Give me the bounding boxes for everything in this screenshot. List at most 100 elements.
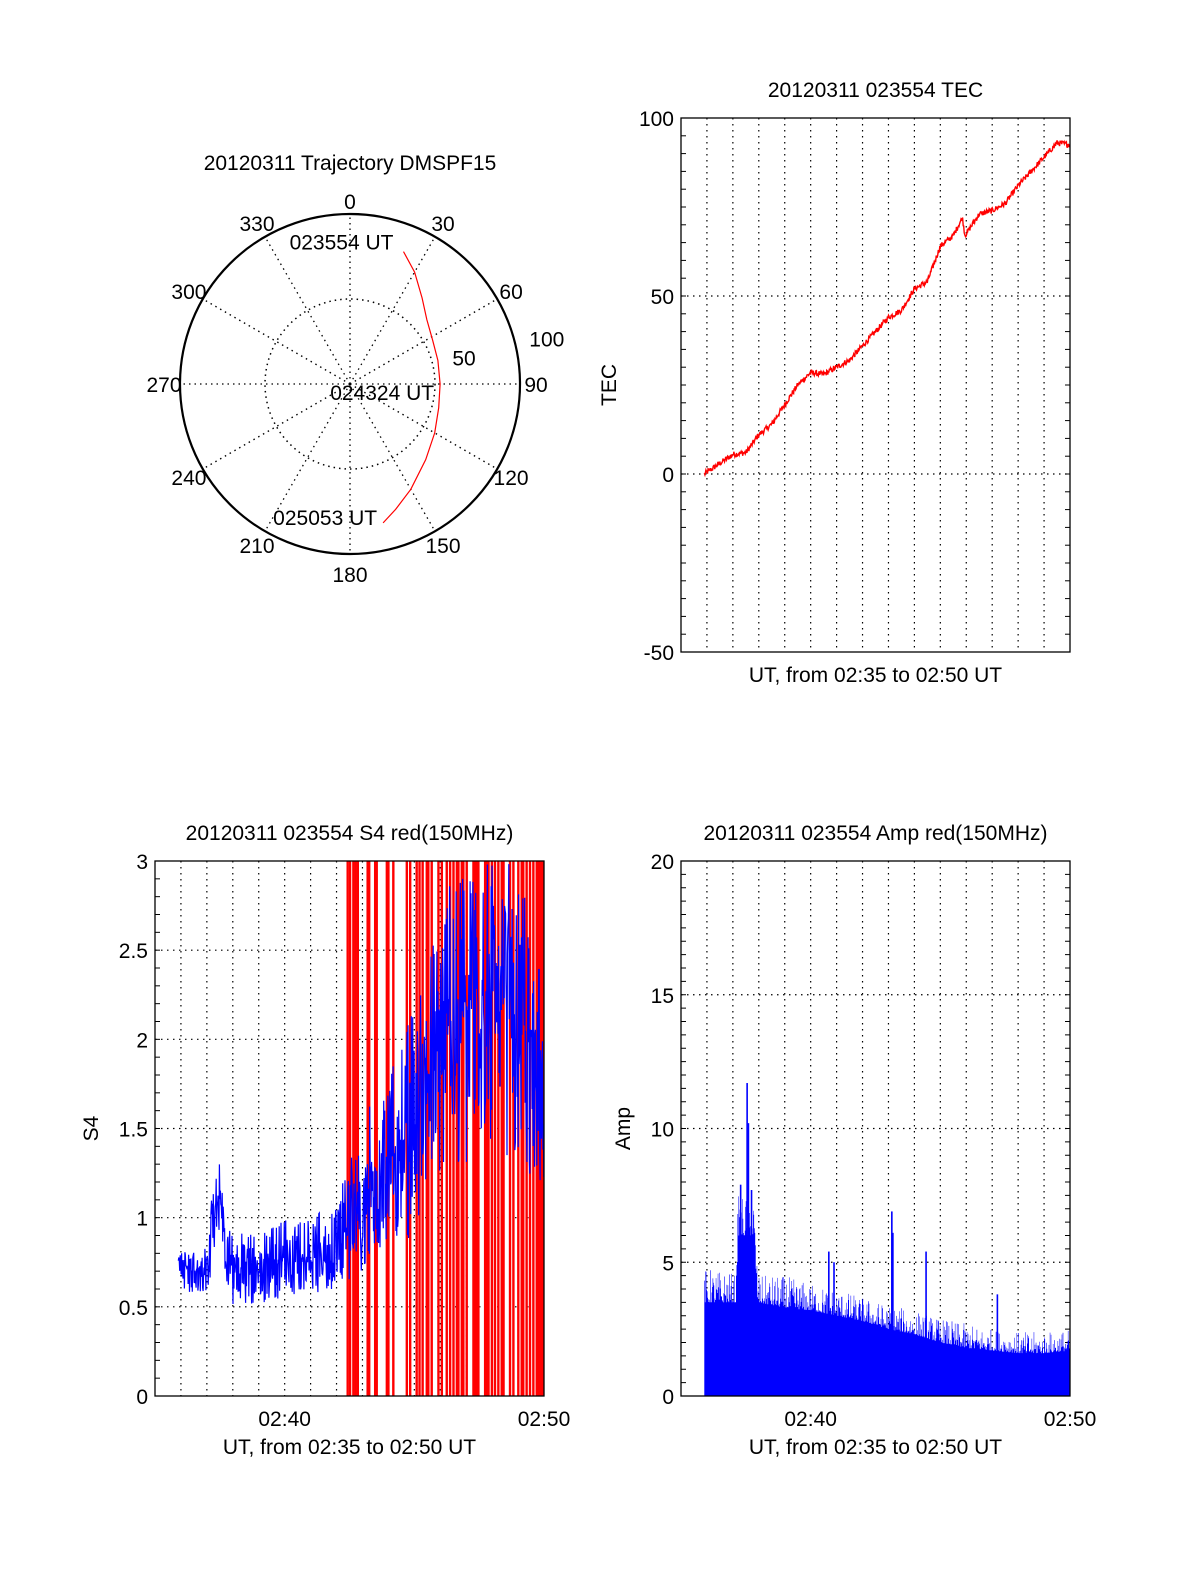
- plot-frame: [680, 860, 1071, 1397]
- s4-red-bar: [346, 861, 349, 1396]
- polar-angle-label: 150: [425, 535, 460, 558]
- s4-red-bar: [508, 861, 512, 1396]
- polar-radial-gridline: [349, 383, 436, 532]
- s4-red-bar: [437, 861, 440, 1396]
- polar-radial-gridline: [349, 383, 498, 470]
- s4-red-bar: [520, 861, 523, 1396]
- trajectory-line: [382, 251, 441, 524]
- x-axis-label: UT, from 02:35 to 02:50 UT: [749, 664, 1002, 687]
- y-axis-label: TEC: [598, 364, 621, 406]
- polar-angle-label: 270: [146, 374, 181, 397]
- y-tick-label: 2.5: [119, 940, 148, 963]
- polar-angle-label: 90: [524, 374, 547, 397]
- trajectory-time-label: 025053 UT: [273, 507, 377, 530]
- s4-red-bar: [490, 861, 494, 1396]
- y-tick-label: 1: [136, 1208, 148, 1231]
- s4-red-bar: [448, 861, 452, 1396]
- amp-bars: [704, 1196, 1070, 1396]
- amp-spike-bar: [747, 1123, 750, 1396]
- trajectory-time-label: 024324 UT: [330, 382, 434, 405]
- trajectory-time-label: 023554 UT: [290, 232, 394, 255]
- y-tick-label: 0: [662, 464, 674, 487]
- s4-red-bar: [485, 861, 488, 1396]
- chart-title: 20120311 023554 TEC: [768, 79, 983, 102]
- polar-angle-label: 30: [431, 213, 454, 236]
- s4-red-bar: [354, 861, 357, 1396]
- y-tick-label: 5: [662, 1252, 674, 1275]
- amp-spike-bar: [891, 1211, 893, 1396]
- chart-title: 20120311 023554 S4 red(150MHz): [186, 822, 514, 845]
- s4-red-bar: [452, 861, 455, 1396]
- s4-series-line: [177, 864, 544, 1305]
- s4-red-bar: [375, 861, 378, 1396]
- s4-red-bar: [425, 861, 428, 1396]
- plot-frame: [154, 860, 545, 1397]
- y-tick-label: 0: [136, 1386, 148, 1409]
- polar-radial-gridline: [349, 236, 436, 385]
- y-tick-label: 3: [136, 851, 148, 874]
- s4-red-bar: [522, 861, 525, 1396]
- polar-angle-label: 60: [499, 281, 522, 304]
- y-axis-label: Amp: [612, 1107, 635, 1150]
- y-tick-label: 0: [662, 1386, 674, 1409]
- amp-spike-bar: [746, 1083, 748, 1396]
- amp-spike-bar: [833, 1262, 835, 1396]
- polar-radial-gridline: [202, 383, 351, 470]
- polar-angle-label: 120: [494, 467, 529, 490]
- s4-red-bar: [475, 861, 479, 1396]
- x-tick-label: 02:50: [518, 1408, 571, 1431]
- amp-spike-bar: [750, 1190, 753, 1396]
- s4-red-bar: [500, 861, 503, 1396]
- amp-spike-bar: [892, 1232, 894, 1396]
- amp-spike-bar: [828, 1251, 830, 1396]
- polar-radial-gridline: [202, 298, 351, 385]
- x-tick-label: 02:50: [1044, 1408, 1097, 1431]
- amp-spike-bar: [925, 1251, 927, 1396]
- tec-series-line: [703, 139, 1070, 478]
- s4-red-bar: [373, 861, 377, 1396]
- polar-radial-gridline: [264, 236, 351, 385]
- polar-angle-label: 210: [239, 535, 274, 558]
- y-tick-label: 15: [651, 985, 674, 1008]
- s4-red-bar: [445, 861, 448, 1396]
- y-tick-label: 100: [639, 108, 674, 131]
- y-axis-label: S4: [80, 1115, 103, 1141]
- s4-red-bar: [493, 861, 497, 1396]
- polar-radial-label: 50: [452, 348, 475, 371]
- s4-red-bar: [455, 861, 459, 1396]
- polar-angle-label: 240: [171, 467, 206, 490]
- y-tick-label: 2: [136, 1029, 148, 1052]
- s4-red-bar: [472, 861, 475, 1396]
- y-tick-label: -50: [644, 642, 674, 665]
- plot-frame: [680, 117, 1071, 653]
- trajectory-polar-chart: 20120311 Trajectory DMSPF15 0 30 60 90 120 150…: [146, 152, 564, 587]
- s4-chart: 0 0.5 1 1.5 2 2.5 3 02:40 02:50 20120311 023554 S…: [80, 822, 570, 1459]
- s4-red-bar: [497, 861, 500, 1396]
- s4-red-bar: [477, 861, 480, 1396]
- s4-red-bar: [487, 861, 490, 1396]
- chart-title: 20120311 023554 Amp red(150MHz): [703, 822, 1047, 845]
- polar-ring-50: [264, 298, 436, 470]
- y-tick-label: 10: [651, 1119, 674, 1142]
- x-tick-label: 02:40: [784, 1408, 837, 1431]
- s4-red-bar: [366, 861, 369, 1396]
- amp-chart: 0 5 10 15 20 02:40 02:50 20120311 023554 Amp re…: [612, 822, 1096, 1459]
- y-tick-label: 1.5: [119, 1119, 148, 1142]
- s4-red-bar: [385, 861, 389, 1396]
- s4-red-bar: [502, 861, 505, 1396]
- s4-red-bar: [473, 861, 477, 1396]
- polar-radial-gridline: [264, 383, 351, 532]
- s4-red-bar: [512, 861, 515, 1396]
- s4-red-bar: [356, 861, 359, 1396]
- s4-red-bar: [462, 861, 465, 1396]
- y-tick-label: 0.5: [119, 1297, 148, 1320]
- s4-red-bar: [460, 861, 463, 1396]
- polar-angle-label: 330: [239, 213, 274, 236]
- tec-chart: 100 50 0 -50 20120311 023554 TEC UT, from 02:…: [598, 79, 1071, 687]
- s4-red-bar: [352, 861, 355, 1396]
- polar-radial-label: 100: [529, 329, 564, 352]
- amp-spike-bar: [996, 1294, 999, 1396]
- polar-outer-ring: [178, 212, 522, 556]
- polar-angle-label: 0: [344, 191, 356, 214]
